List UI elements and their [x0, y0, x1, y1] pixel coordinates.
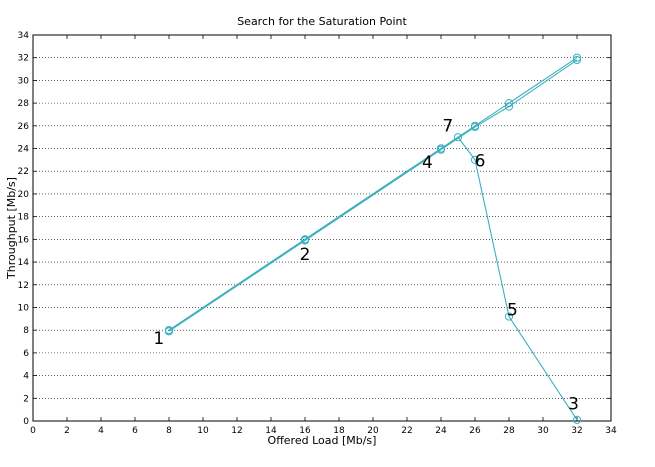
axes-layer: 0 2 4 6 8 10 12 14 16 18 20 22 24 26 28 30 32 34024681012…	[18, 31, 617, 436]
y-tick-label: 2	[23, 394, 29, 404]
y-tick-label: 10	[18, 303, 30, 313]
x-axis-label: Offered Load [Mb/s]	[268, 434, 377, 447]
y-axis-label: Throughput [Mb/s]	[5, 177, 18, 280]
y-tick-label: 34	[18, 31, 30, 41]
annotation-label: 1	[153, 329, 164, 349]
x-tick-label: 6	[132, 426, 138, 436]
x-tick-label: 30	[537, 426, 549, 436]
x-tick-label: 26	[469, 426, 481, 436]
y-tick-label: 4	[23, 372, 29, 382]
x-tick-label: 24	[435, 426, 447, 436]
data-point	[572, 55, 582, 65]
x-tick-label: 2	[64, 426, 70, 436]
x-tick-label: 0	[30, 426, 36, 436]
plot-frame	[32, 34, 612, 422]
data-point	[300, 235, 310, 244]
data-point	[453, 133, 463, 142]
annotation-label: 6	[475, 152, 486, 172]
series-layer	[164, 53, 582, 424]
data-point	[164, 326, 174, 335]
x-tick-label: 20	[367, 426, 379, 436]
series-line-2	[168, 59, 578, 332]
data-point	[572, 53, 582, 62]
y-tick-label: 28	[18, 99, 30, 109]
x-tick-label: 12	[231, 426, 242, 436]
data-point	[504, 102, 514, 111]
annotation-label: 7	[442, 117, 453, 137]
data-point	[470, 122, 480, 132]
y-tick-label: 16	[18, 235, 30, 245]
annotation-label: 5	[507, 300, 518, 320]
y-tick-label: 12	[18, 281, 29, 291]
x-tick-label: 28	[503, 426, 515, 436]
y-tick-label: 20	[18, 190, 30, 200]
x-tick-label: 10	[197, 426, 209, 436]
y-tick-label: 26	[18, 122, 30, 132]
y-tick-label: 24	[18, 145, 30, 155]
y-tick-label: 0	[23, 417, 29, 427]
annotation-label: 2	[300, 245, 311, 265]
data-point	[504, 312, 514, 321]
data-point	[572, 415, 582, 424]
data-point	[470, 155, 480, 164]
y-tick-label: 8	[23, 326, 29, 336]
x-tick-label: 22	[401, 426, 412, 436]
chart-title: Search for the Saturation Point	[237, 15, 407, 28]
y-tick-label: 14	[18, 258, 30, 268]
x-tick-label: 18	[333, 426, 345, 436]
x-tick-label: 34	[605, 426, 617, 436]
data-point	[436, 144, 446, 153]
x-tick-label: 14	[265, 426, 277, 436]
annotation-layer: 1 2 3 4 5 6 7	[153, 117, 579, 415]
annotation-label: 4	[422, 153, 433, 173]
y-tick-label: 6	[23, 349, 29, 359]
x-tick-label: 8	[166, 426, 172, 436]
grid-layer	[33, 57, 611, 399]
y-tick-label: 22	[18, 167, 29, 177]
y-tick-label: 32	[18, 54, 29, 64]
y-tick-label: 18	[18, 213, 30, 223]
x-tick-label: 4	[98, 426, 104, 436]
series-line-3	[168, 136, 578, 421]
x-tick-label: 32	[571, 426, 582, 436]
y-tick-label: 30	[18, 76, 30, 86]
annotation-label: 3	[568, 395, 579, 415]
x-tick-label: 16	[299, 426, 311, 436]
